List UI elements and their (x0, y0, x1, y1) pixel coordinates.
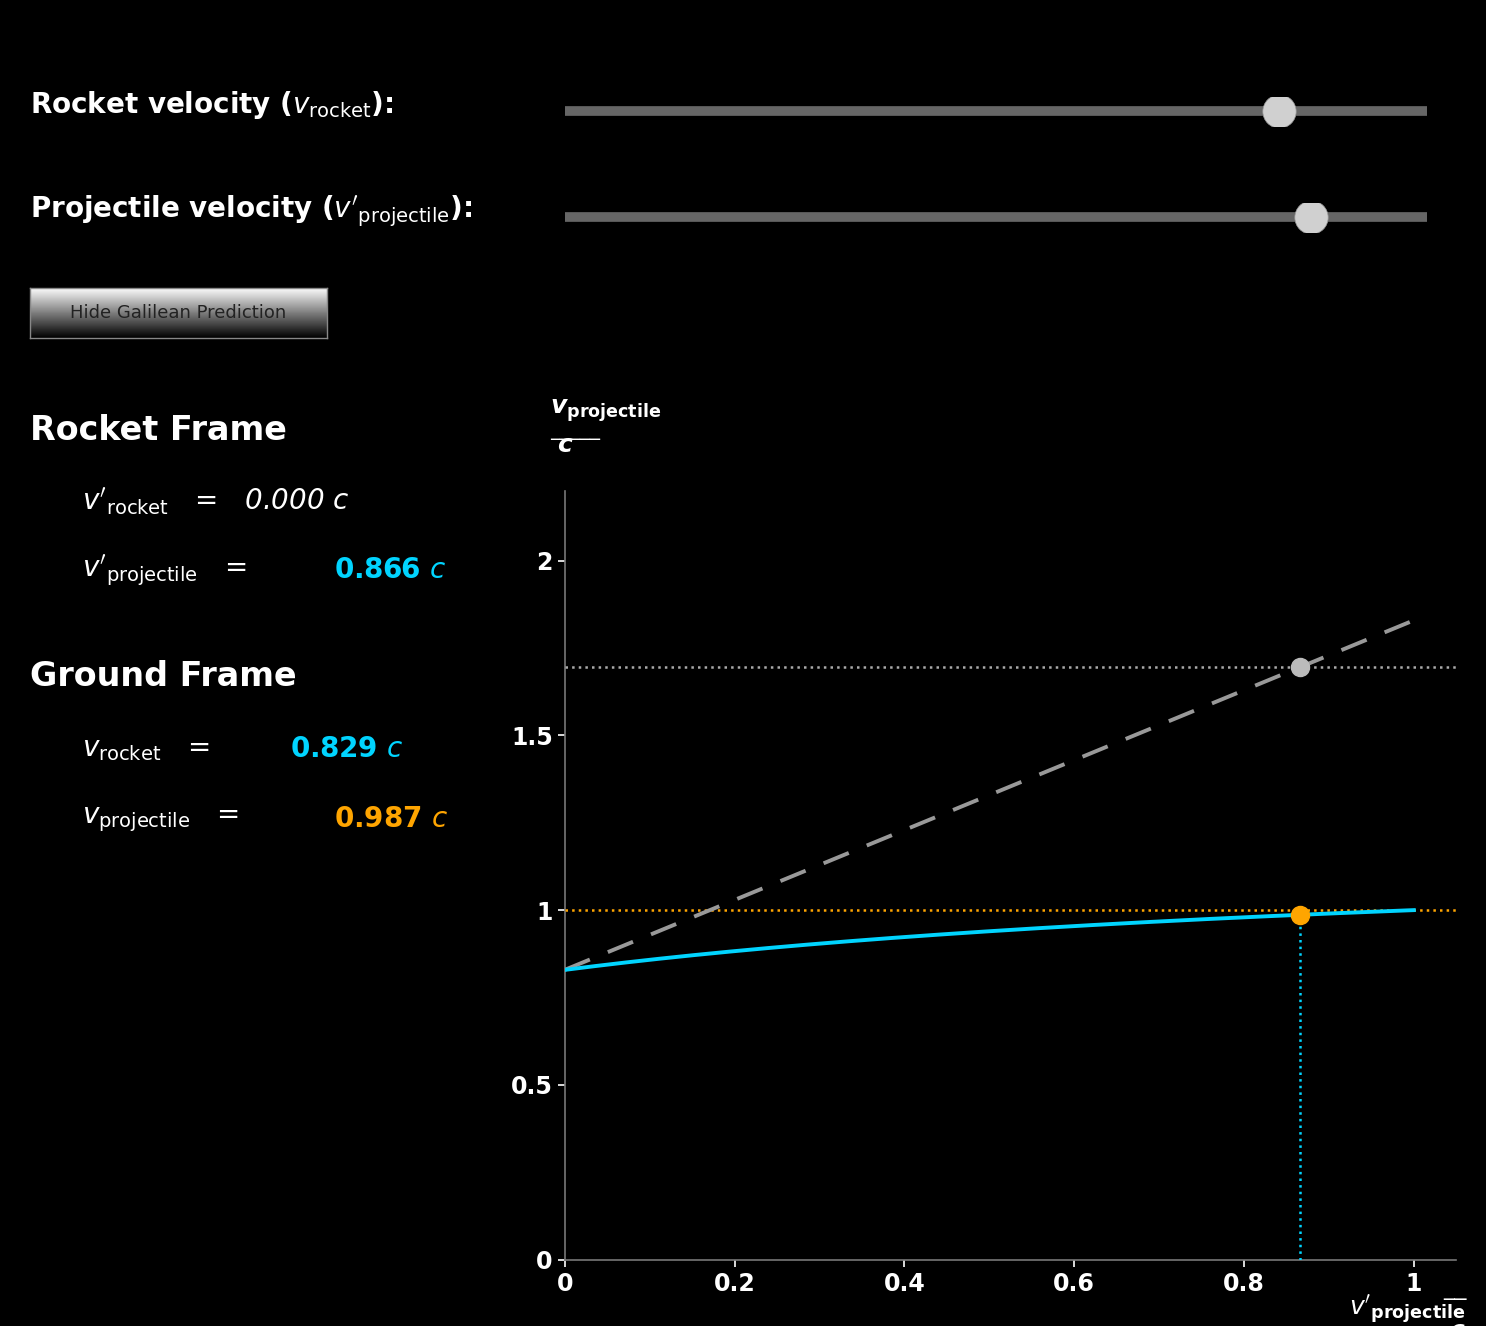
Text: $\boldsymbol{c}$: $\boldsymbol{c}$ (557, 434, 574, 457)
Text: $v_{\rm projectile}$   =: $v_{\rm projectile}$ = (82, 805, 259, 834)
Text: $\boldsymbol{c}$: $\boldsymbol{c}$ (1449, 1319, 1465, 1326)
Text: $v_{\rm rocket}$   =: $v_{\rm rocket}$ = (82, 735, 230, 764)
Text: Hide Galilean Prediction: Hide Galilean Prediction (70, 304, 287, 322)
Text: Rocket velocity ($v_{\rm rocket}$):: Rocket velocity ($v_{\rm rocket}$): (30, 89, 394, 121)
Text: ──: ── (1443, 1292, 1467, 1310)
Text: 0.987 $c$: 0.987 $c$ (334, 805, 449, 834)
Text: $v'_{\rm projectile}$   =: $v'_{\rm projectile}$ = (82, 553, 266, 587)
Text: 0.866 $c$: 0.866 $c$ (334, 556, 447, 585)
Text: $\boldsymbol{v}$$_{\mathbf{projectile}}$: $\boldsymbol{v}$$_{\mathbf{projectile}}$ (550, 398, 661, 424)
Text: $v'_{\rm rocket}$   =   0.000 $c$: $v'_{\rm rocket}$ = 0.000 $c$ (82, 485, 349, 517)
Text: Projectile velocity ($v'_{\rm projectile}$):: Projectile velocity ($v'_{\rm projectile… (30, 194, 471, 228)
Text: Rocket Frame: Rocket Frame (30, 415, 287, 447)
Text: 0.829 $c$: 0.829 $c$ (290, 735, 403, 764)
Text: Ground Frame: Ground Frame (30, 660, 296, 692)
Text: ─────: ───── (550, 431, 600, 450)
Text: $v'_{\mathbf{projectile}}$: $v'_{\mathbf{projectile}}$ (1349, 1293, 1465, 1326)
